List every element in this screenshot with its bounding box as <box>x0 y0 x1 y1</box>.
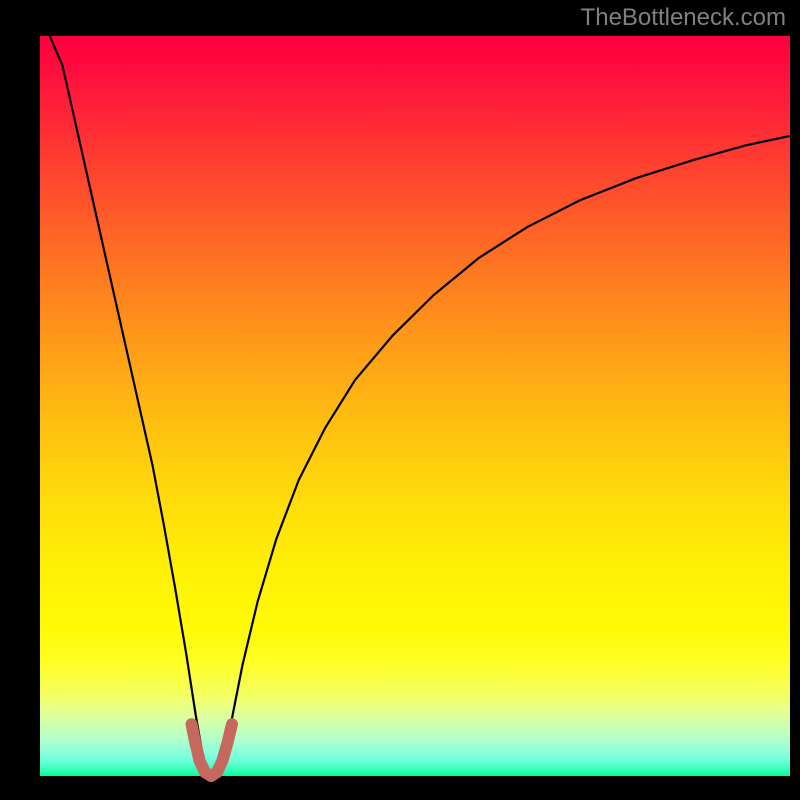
chart-background <box>40 36 790 776</box>
bottleneck-chart <box>0 0 800 800</box>
watermark-text: TheBottleneck.com <box>581 4 786 32</box>
chart-container: TheBottleneck.com <box>0 0 800 800</box>
